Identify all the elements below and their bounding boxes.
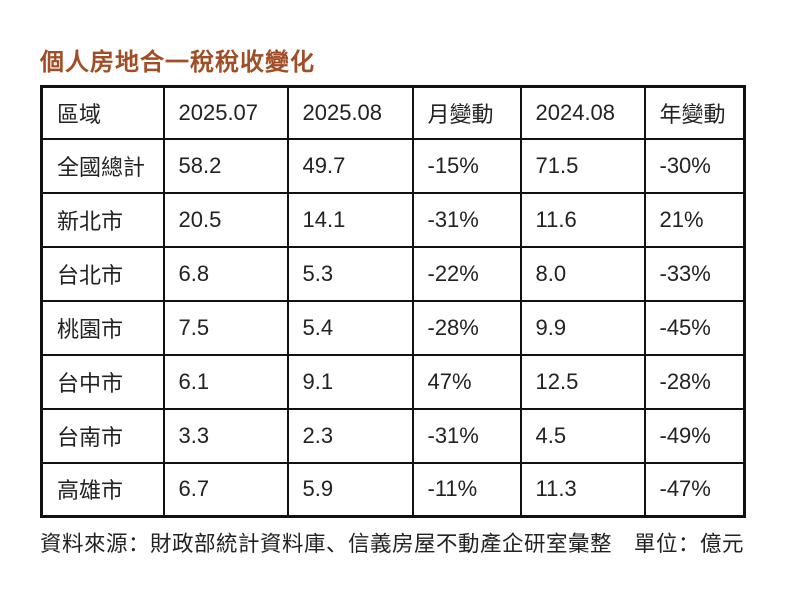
value-cell: -49% [643, 407, 746, 464]
value-cell: 11.3 [519, 461, 646, 518]
table-row: 桃園市 7.5 5.4 -28% 9.9 -45% [40, 299, 746, 356]
value-cell: -31% [411, 407, 522, 464]
value-cell: 6.7 [162, 461, 289, 518]
value-cell: -28% [643, 353, 746, 410]
value-cell: -45% [643, 299, 746, 356]
value-cell: 9.9 [519, 299, 646, 356]
table-row: 全國總計 58.2 49.7 -15% 71.5 -30% [40, 137, 746, 194]
value-cell: 8.0 [519, 245, 646, 302]
value-cell: -11% [411, 461, 522, 518]
value-cell: 20.5 [162, 191, 289, 248]
region-cell: 新北市 [40, 191, 165, 248]
value-cell: -15% [411, 137, 522, 194]
value-cell: -47% [643, 461, 746, 518]
value-cell: 2.3 [286, 407, 414, 464]
value-cell: -28% [411, 299, 522, 356]
value-cell: 4.5 [519, 407, 646, 464]
column-header: 月變動 [411, 85, 522, 140]
tax-table: 區域 2025.07 2025.08 月變動 2024.08 年變動 全國總計 58.2 49… [40, 85, 746, 518]
column-header: 2025.08 [286, 85, 414, 140]
value-cell: -22% [411, 245, 522, 302]
region-cell: 高雄市 [40, 461, 165, 518]
table-row: 台中市 6.1 9.1 47% 12.5 -28% [40, 353, 746, 410]
region-cell: 全國總計 [40, 137, 165, 194]
table-row: 台南市 3.3 2.3 -31% 4.5 -49% [40, 407, 746, 464]
source-note: 資料來源：財政部統計資料庫、信義房屋不動產企研室彙整 [40, 532, 613, 556]
region-cell: 台中市 [40, 353, 165, 410]
value-cell: 71.5 [519, 137, 646, 194]
column-header: 年變動 [643, 85, 746, 140]
footer-note: 資料來源：財政部統計資料庫、信義房屋不動產企研室彙整 單位：億元 [40, 527, 800, 558]
table-body: 全國總計 58.2 49.7 -15% 71.5 -30% 新北市 20.5 14.1 -31% 1… [40, 137, 746, 518]
value-cell: -31% [411, 191, 522, 248]
value-cell: -30% [643, 137, 746, 194]
value-cell: 5.3 [286, 245, 414, 302]
value-cell: 14.1 [286, 191, 414, 248]
header-row: 區域 2025.07 2025.08 月變動 2024.08 年變動 [40, 85, 746, 140]
value-cell: 9.1 [286, 353, 414, 410]
value-cell: 3.3 [162, 407, 289, 464]
value-cell: 21% [643, 191, 746, 248]
table-row: 台北市 6.8 5.3 -22% 8.0 -33% [40, 245, 746, 302]
value-cell: 5.9 [286, 461, 414, 518]
value-cell: 6.8 [162, 245, 289, 302]
value-cell: 7.5 [162, 299, 289, 356]
region-cell: 台北市 [40, 245, 165, 302]
value-cell: 6.1 [162, 353, 289, 410]
table-row: 高雄市 6.7 5.9 -11% 11.3 -47% [40, 461, 746, 518]
value-cell: 12.5 [519, 353, 646, 410]
value-cell: 58.2 [162, 137, 289, 194]
table-row: 新北市 20.5 14.1 -31% 11.6 21% [40, 191, 746, 248]
page-title: 個人房地合一稅稅收變化 [40, 49, 315, 76]
value-cell: 47% [411, 353, 522, 410]
column-header: 2024.08 [519, 85, 646, 140]
value-cell: 11.6 [519, 191, 646, 248]
value-cell: 5.4 [286, 299, 414, 356]
column-header: 2025.07 [162, 85, 289, 140]
unit-note: 單位：億元 [634, 532, 745, 556]
region-cell: 台南市 [40, 407, 165, 464]
value-cell: 49.7 [286, 137, 414, 194]
value-cell: -33% [643, 245, 746, 302]
column-header: 區域 [40, 85, 165, 140]
region-cell: 桃園市 [40, 299, 165, 356]
